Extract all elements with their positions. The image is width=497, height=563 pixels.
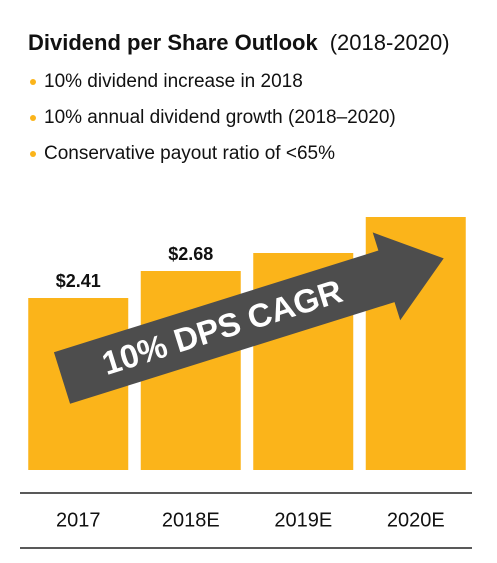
bullet-text: 10% annual dividend growth (2018–2020) xyxy=(44,107,396,128)
bullet-dot xyxy=(30,151,36,157)
x-tick-label: 2020E xyxy=(387,509,445,531)
bullet-text: Conservative payout ratio of <65% xyxy=(44,143,335,164)
bullet-list: 10% dividend increase in 2018 10% annual … xyxy=(30,71,396,164)
x-tick-label: 2017 xyxy=(56,509,101,531)
chart-subtitle: (2018-2020) xyxy=(330,30,450,55)
value-label: $2.68 xyxy=(168,244,213,264)
bullet-dot xyxy=(30,79,36,85)
x-tick-label: 2019E xyxy=(274,509,332,531)
chart-title: Dividend per Share Outlook xyxy=(28,30,318,55)
bullet-text: 10% dividend increase in 2018 xyxy=(44,71,303,92)
x-tick-label: 2018E xyxy=(162,509,220,531)
arrow-shape xyxy=(53,232,444,404)
chart-heading: Dividend per Share Outlook (2018-2020) xyxy=(28,30,450,55)
value-label: $2.41 xyxy=(56,271,101,291)
bullet-dot xyxy=(30,115,36,121)
